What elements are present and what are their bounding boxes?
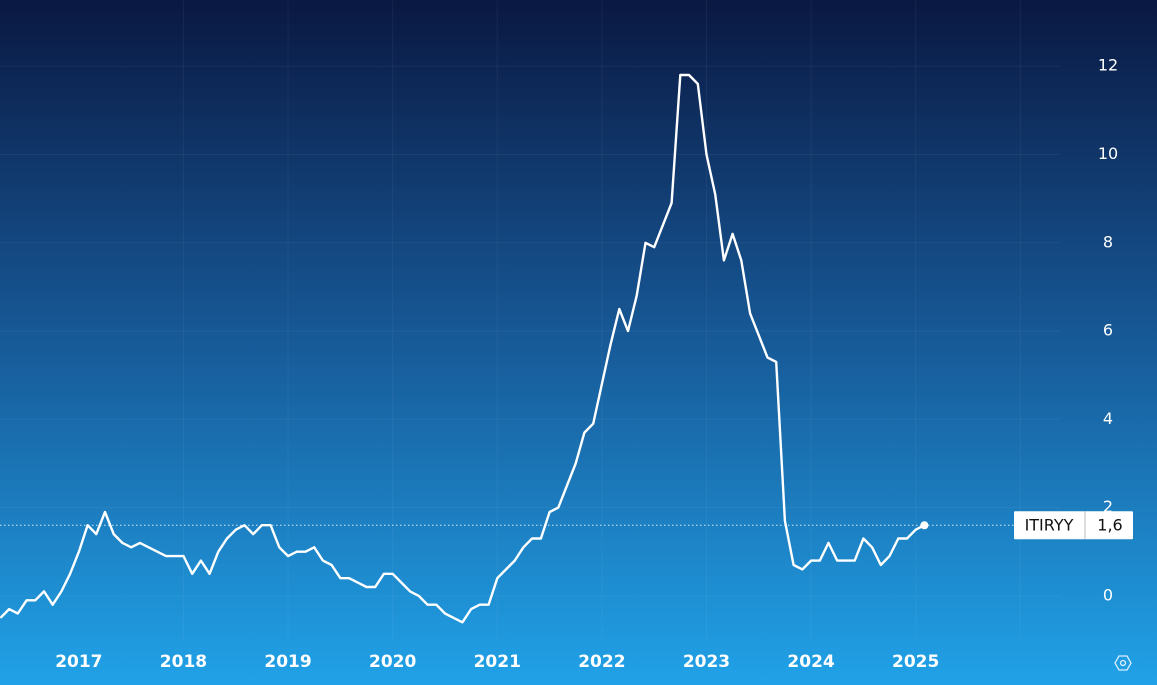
hexagon-dot (1119, 659, 1127, 667)
y-tick-label: 10 (1098, 144, 1118, 163)
hexagon (1114, 655, 1132, 671)
y-tick-label: 0 (1103, 585, 1113, 604)
series-line (0, 73, 925, 624)
x-tick-label: 2018 (160, 652, 207, 672)
y-tick-label: 2 (1103, 497, 1113, 516)
x-tick-label: 2020 (369, 652, 416, 672)
settings-icon[interactable] (1114, 655, 1132, 671)
x-tick-label: 2022 (578, 652, 625, 672)
x-tick-label: 2019 (264, 652, 311, 672)
y-tick-label: 12 (1098, 56, 1118, 75)
series-name-label: ITIRYY (1025, 516, 1074, 535)
x-tick-label: 2023 (683, 652, 730, 672)
y-tick-label: 8 (1103, 232, 1113, 251)
last-point (920, 521, 929, 530)
x-tick-label: 2025 (892, 652, 939, 672)
x-tick-label: 2017 (55, 652, 102, 672)
y-tick-label: 4 (1103, 409, 1113, 428)
x-tick-label: 2024 (787, 652, 834, 672)
x-tick-label: 2021 (474, 652, 521, 672)
last-value-label: 1,6 (1097, 516, 1122, 535)
label-box (1014, 511, 1133, 540)
y-tick-label: 6 (1103, 321, 1113, 340)
